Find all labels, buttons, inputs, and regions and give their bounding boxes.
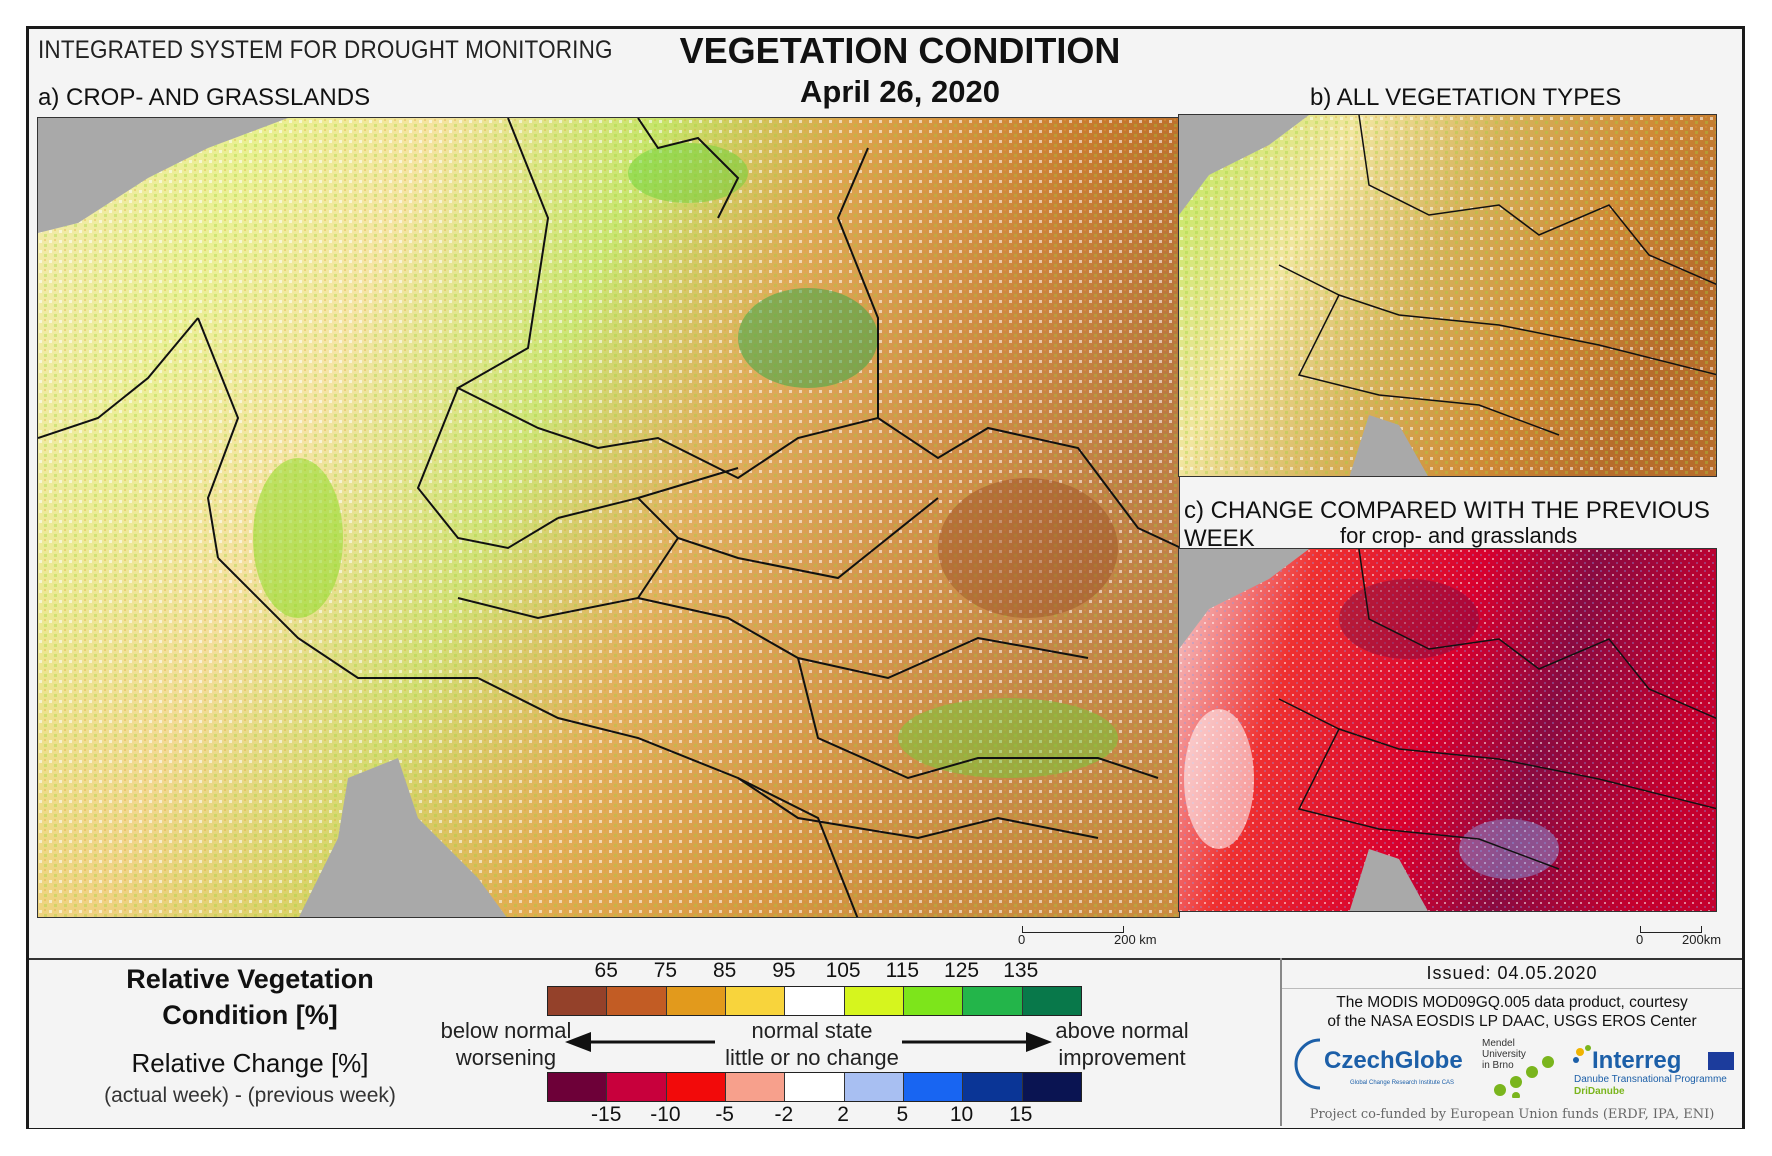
svg-text:CzechGlobe: CzechGlobe	[1324, 1047, 1463, 1074]
rvc-tick-label: 95	[772, 959, 796, 982]
rc-tick-label: 10	[949, 1103, 974, 1126]
rvc-color-cell	[963, 987, 1023, 1015]
scalebar-c-end: 200km	[1682, 932, 1722, 947]
rvc-tick-label: 85	[712, 959, 737, 982]
rvc-color-cell	[607, 987, 667, 1015]
map-weekly-change	[1178, 548, 1717, 912]
interreg-logo: Interreg Danube Transnational Programme …	[1573, 1045, 1734, 1097]
rvc-color-cell	[844, 987, 904, 1015]
rc-color-cell	[903, 1073, 964, 1101]
rc-tick-label: -10	[650, 1103, 681, 1126]
rvc-tick-label: 75	[653, 959, 678, 982]
rvc-tick-label: 105	[825, 959, 861, 982]
rvc-color-cell	[725, 987, 786, 1015]
scalebar-c-zero: 0	[1636, 932, 1644, 947]
panel-c-label: c) CHANGE COMPARED WITH THE PREVIOUS WEE…	[1184, 497, 1710, 552]
rc-tick-label: -15	[591, 1103, 622, 1126]
legend-improvement: improvement	[1058, 1045, 1186, 1070]
legend-normal-state: normal state	[751, 1018, 873, 1043]
rvc-color-cell	[785, 987, 845, 1015]
main-title: VEGETATION CONDITION	[679, 30, 1121, 71]
rc-tick-label: 2	[837, 1103, 849, 1126]
system-title: INTEGRATED SYSTEM FOR DROUGHT MONITORING	[38, 36, 613, 64]
panel-a-label: a) CROP- AND GRASSLANDS	[38, 84, 371, 111]
legend-rc-title: Relative Change [%]	[131, 1048, 369, 1078]
rc-tick-label: 5	[896, 1103, 909, 1126]
rvc-tick-label: 115	[885, 959, 920, 982]
issued-box	[1282, 958, 1742, 989]
czechglobe-logo: CzechGlobe Global Change Research Instit…	[1294, 1038, 1463, 1090]
rc-tick-label: -5	[715, 1103, 734, 1126]
map-date: April 26, 2020	[800, 74, 1000, 109]
rc-tick-label: 15	[1009, 1103, 1033, 1126]
rvc-color-cell	[903, 987, 964, 1015]
scalebar-c	[1640, 926, 1702, 933]
scalebar-a-end: 200 km	[1114, 932, 1157, 947]
rvc-tick-label: 65	[594, 959, 618, 982]
credit-line-2: of the NASA EOSDIS LP DAAC, USGS EROS Ce…	[1327, 1013, 1697, 1030]
rvc-color-cell	[666, 987, 726, 1015]
svg-text:Interreg: Interreg	[1592, 1047, 1681, 1074]
rvc-color-cell	[1022, 987, 1081, 1015]
rc-color-cell	[607, 1073, 667, 1101]
panel-c-sublabel: for crop- and grasslands	[1340, 523, 1578, 548]
legend-rvc-title-2: Condition [%]	[162, 1000, 338, 1030]
arrow-right-icon	[902, 1032, 1052, 1052]
legend-no-change: little or no change	[725, 1045, 899, 1070]
map-crop-grasslands	[37, 117, 1180, 918]
legend-divider	[1280, 958, 1282, 1126]
rvc-color-cell	[548, 987, 608, 1015]
legend-below-normal: below normal	[440, 1018, 572, 1043]
legend-rc-colorbar	[547, 1072, 1082, 1102]
svg-text:Danube Transnational Programme: Danube Transnational Programme	[1574, 1074, 1727, 1085]
rc-color-cell	[666, 1073, 726, 1101]
panel-b-label: b) ALL VEGETATION TYPES	[1310, 84, 1622, 111]
scalebar-a	[1022, 926, 1124, 933]
rc-color-cell	[725, 1073, 786, 1101]
rc-tick-label: -2	[774, 1103, 794, 1126]
rc-color-cell	[785, 1073, 845, 1101]
map-all-vegetation	[1178, 114, 1717, 477]
cofunding-note: Project co-funded by European Union fund…	[1309, 1107, 1715, 1122]
legend-rvc-title-1: Relative Vegetation	[126, 964, 374, 994]
legend-rc-sub: (actual week) - (previous week)	[104, 1084, 396, 1107]
rc-color-cell	[1022, 1073, 1081, 1101]
legend-worsening: worsening	[455, 1045, 557, 1070]
rc-color-cell	[963, 1073, 1023, 1101]
rvc-tick-label: 135	[1003, 959, 1039, 982]
rvc-tick-label: 125	[944, 959, 980, 982]
rc-color-cell	[548, 1073, 608, 1101]
credit-line-1: The MODIS MOD09GQ.005 data product, cour…	[1336, 994, 1688, 1011]
scalebar-a-zero: 0	[1018, 932, 1026, 947]
mendel-logo-icon	[1494, 1056, 1554, 1098]
issued-date: Issued: 04.05.2020	[1426, 963, 1598, 983]
svg-text:DriDanube: DriDanube	[1574, 1086, 1625, 1097]
arrow-left-icon	[565, 1032, 715, 1052]
mendel-logo-text: Mendel University in Brno	[1482, 1038, 1526, 1071]
legend-rvc-colorbar	[547, 986, 1082, 1016]
rc-color-cell	[844, 1073, 904, 1101]
legend-above-normal: above normal	[1055, 1018, 1189, 1043]
svg-text:Global Change Research Institu: Global Change Research Institute CAS	[1350, 1080, 1454, 1086]
